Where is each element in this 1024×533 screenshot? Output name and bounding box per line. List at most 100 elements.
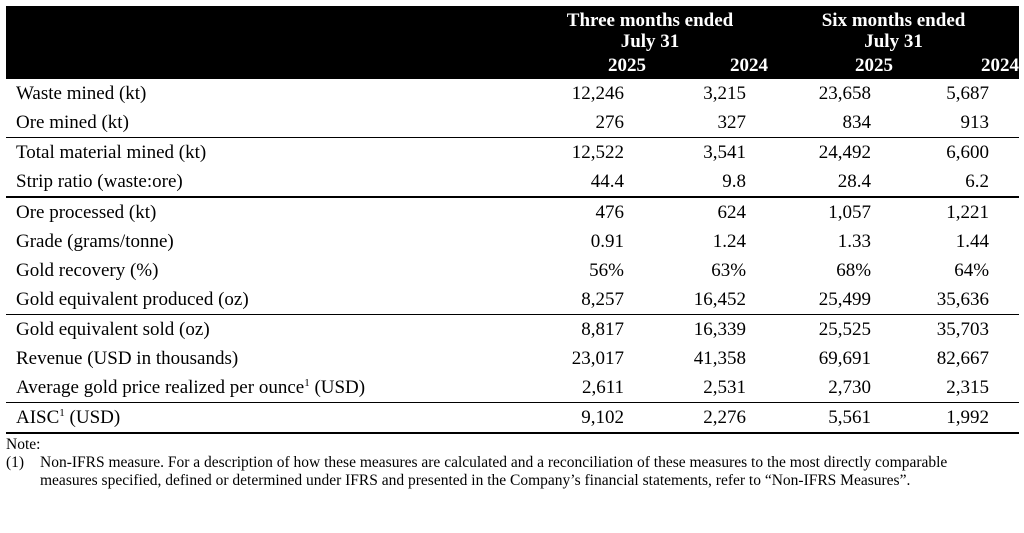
footnotes: Note: (1) Non-IFRS measure. For a descri… — [6, 436, 1019, 490]
table-row: Gold equivalent sold (oz) 8,817 16,339 25,5… — [6, 314, 1020, 344]
row-label-suffix: (USD) — [309, 377, 366, 398]
value-cell: 1,221 — [893, 196, 1020, 227]
table-row: Revenue (USD in thousands) 23,017 41,358 69… — [6, 344, 1019, 373]
year-header: 2025 — [532, 52, 646, 79]
footnote-number: (1) — [6, 454, 25, 471]
row-label-text: Grade (grams/tonne) — [16, 231, 174, 252]
value-cell: 1.33 — [837, 231, 872, 252]
value-cell: 9.8 — [722, 171, 747, 192]
value-cell: 56% — [589, 260, 624, 281]
table-row: Strip ratio (waste:ore) 44.4 9.8 28.4 6.2 — [6, 167, 1019, 197]
value-cell: 23,658 — [818, 83, 872, 104]
row-label-text: Ore processed (kt) — [16, 202, 157, 223]
value-cell: 276 — [595, 112, 625, 133]
year-header: 2024 — [893, 52, 1020, 79]
table-row: Ore processed (kt) 476 624 1,057 1,221 — [6, 196, 1020, 227]
footnote-text: Non-IFRS measure. For a description of h… — [40, 454, 948, 489]
value-cell: 5,561 — [768, 402, 894, 434]
three-months-header-line2: July 31 — [532, 31, 769, 52]
row-label: Gold recovery (%) — [6, 256, 532, 285]
operating-results-section: Three months ended Six months ended July… — [6, 6, 1020, 490]
six-months-header-line1: Six months ended — [768, 6, 1020, 31]
header-blank — [6, 52, 532, 79]
value-cell: 25,525 — [768, 314, 894, 344]
row-label: Revenue (USD in thousands) — [6, 344, 532, 373]
table-row: Average gold price realized per ounce1 (… — [6, 373, 1019, 403]
value-cell: 5,687 — [946, 83, 990, 104]
value-cell: 16,452 — [693, 289, 747, 310]
value-cell: 2,611 — [581, 377, 624, 398]
row-label: Ore processed (kt) — [6, 196, 532, 227]
row-label-suffix: (USD) — [64, 407, 121, 428]
table-row: Gold equivalent produced (oz) 8,257 16,452… — [6, 285, 1019, 315]
year-header: 2025 — [768, 52, 894, 79]
value-cell: 63% — [711, 260, 747, 281]
operating-results-table: Three months ended Six months ended July… — [6, 6, 1020, 434]
table-row: Gold recovery (%) 56% 63% 68% 64% — [6, 256, 1019, 285]
value-cell: 23,017 — [571, 348, 624, 369]
value-cell: 35,703 — [893, 314, 1020, 344]
value-cell: 12,246 — [571, 83, 624, 104]
row-label-text: Strip ratio (waste:ore) — [16, 171, 183, 192]
value-cell: 2,730 — [828, 377, 872, 398]
row-label: Strip ratio (waste:ore) — [6, 167, 532, 197]
value-cell: 25,499 — [818, 289, 872, 310]
row-label-text: Ore mined (kt) — [16, 112, 129, 133]
value-cell: 41,358 — [693, 348, 747, 369]
value-cell: 6,600 — [893, 137, 1020, 167]
value-cell: 1,057 — [768, 196, 894, 227]
row-label-text: Total material mined (kt) — [16, 142, 207, 163]
notes-heading: Note: — [6, 436, 41, 453]
value-cell: 834 — [842, 112, 872, 133]
value-cell: 476 — [532, 196, 646, 227]
row-label: Gold equivalent sold (oz) — [6, 314, 532, 344]
value-cell: 24,492 — [768, 137, 894, 167]
value-cell: 9,102 — [532, 402, 646, 434]
value-cell: 6.2 — [965, 171, 990, 192]
row-label: Gold equivalent produced (oz) — [6, 285, 532, 315]
value-cell: 35,636 — [936, 289, 990, 310]
footnote-marker: 1 — [304, 377, 310, 389]
value-cell: 0.91 — [590, 231, 624, 252]
table-row: AISC1 (USD) 9,102 2,276 5,561 1,992 — [6, 402, 1020, 434]
row-label-text: Waste mined (kt) — [16, 83, 147, 104]
header-blank — [6, 6, 532, 31]
value-cell: 44.4 — [590, 171, 624, 192]
value-cell: 28.4 — [837, 171, 872, 192]
value-cell: 8,257 — [581, 289, 624, 310]
table-row: Waste mined (kt) 12,246 3,215 23,658 5,687 — [6, 79, 1019, 108]
value-cell: 913 — [960, 112, 990, 133]
row-label: Total material mined (kt) — [6, 137, 532, 167]
value-cell: 12,522 — [532, 137, 646, 167]
table-row: Grade (grams/tonne) 0.91 1.24 1.33 1.44 — [6, 227, 1019, 256]
value-cell: 69,691 — [818, 348, 872, 369]
table-row: Total material mined (kt) 12,522 3,541 24,4… — [6, 137, 1020, 167]
value-cell: 68% — [836, 260, 872, 281]
row-label: AISC1 (USD) — [6, 402, 532, 434]
value-cell: 624 — [646, 196, 769, 227]
value-cell: 1.44 — [955, 231, 990, 252]
row-label-text: Gold recovery (%) — [16, 260, 159, 281]
row-label-text: Average gold price realized per ounce — [16, 377, 305, 398]
value-cell: 2,276 — [646, 402, 769, 434]
table-row: Ore mined (kt) 276 327 834 913 — [6, 108, 1019, 138]
value-cell: 8,817 — [532, 314, 646, 344]
header-blank — [6, 31, 532, 52]
value-cell: 16,339 — [646, 314, 769, 344]
value-cell: 3,215 — [703, 83, 747, 104]
value-cell: 3,541 — [646, 137, 769, 167]
footnote-item: (1) Non-IFRS measure. For a description … — [6, 454, 1019, 490]
three-months-header-line1: Three months ended — [532, 6, 769, 31]
value-cell: 1,992 — [893, 402, 1020, 434]
footnote-marker: 1 — [59, 407, 65, 419]
value-cell: 2,531 — [703, 377, 747, 398]
year-header: 2024 — [646, 52, 769, 79]
row-label: Grade (grams/tonne) — [6, 227, 532, 256]
row-label: Average gold price realized per ounce1 (… — [6, 373, 532, 403]
value-cell: 82,667 — [936, 348, 990, 369]
row-label-text: Gold equivalent produced (oz) — [16, 289, 249, 310]
value-cell: 2,315 — [946, 377, 990, 398]
row-label-text: Revenue (USD in thousands) — [16, 348, 239, 369]
table-header: Three months ended Six months ended July… — [6, 6, 1020, 79]
six-months-header-line2: July 31 — [768, 31, 1020, 52]
